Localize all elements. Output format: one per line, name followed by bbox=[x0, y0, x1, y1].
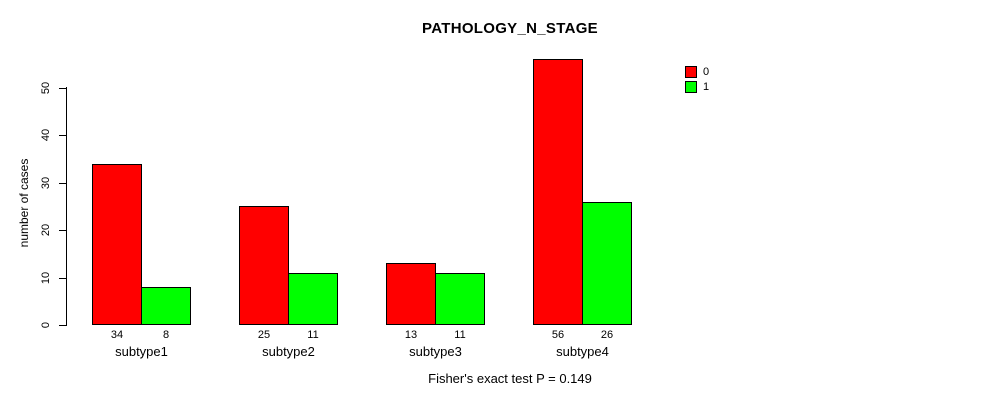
bar-subtype1-series-1 bbox=[141, 287, 191, 325]
y-axis-tick bbox=[59, 135, 66, 136]
bar-value-label: 11 bbox=[307, 329, 319, 341]
y-axis-tick bbox=[59, 325, 66, 326]
bar-value-label: 25 bbox=[257, 329, 271, 341]
bar-subtype2-series-0 bbox=[239, 206, 289, 325]
category-label: subtype1 bbox=[115, 344, 168, 359]
legend-item: 1 bbox=[685, 80, 709, 94]
legend-swatch-1 bbox=[685, 81, 697, 93]
y-tick-label: 30 bbox=[40, 176, 52, 189]
category-label: subtype2 bbox=[262, 344, 315, 359]
bar-value-label: 34 bbox=[110, 329, 124, 341]
y-axis-line bbox=[66, 87, 67, 326]
legend-label: 0 bbox=[703, 66, 710, 78]
y-axis-tick bbox=[59, 230, 66, 231]
category-label: subtype3 bbox=[409, 344, 462, 359]
bar-subtype2-series-1 bbox=[288, 272, 338, 325]
y-axis-tick bbox=[59, 87, 66, 89]
bar-subtype4-series-1 bbox=[582, 201, 632, 325]
category-label: subtype4 bbox=[556, 344, 609, 359]
bar-value-label: 26 bbox=[600, 329, 614, 341]
bar-subtype4-series-0 bbox=[533, 59, 583, 325]
bar-subtype3-series-0 bbox=[386, 263, 436, 325]
y-axis-tick bbox=[59, 182, 66, 184]
bar-value-label: 56 bbox=[551, 329, 565, 341]
bar-value-label: 11 bbox=[454, 329, 466, 341]
legend-swatch-0 bbox=[685, 66, 697, 78]
chart-title: PATHOLOGY_N_STAGE bbox=[422, 20, 598, 37]
bar-value-label: 13 bbox=[404, 329, 418, 341]
annotation-text: Fisher's exact test P = 0.149 bbox=[428, 371, 592, 386]
y-tick-label: 10 bbox=[40, 271, 52, 284]
y-axis-tick bbox=[59, 277, 66, 279]
y-tick-label: 20 bbox=[40, 223, 52, 237]
y-tick-label: 50 bbox=[40, 81, 52, 94]
legend-item: 0 bbox=[685, 65, 709, 79]
bar-subtype1-series-0 bbox=[92, 163, 142, 325]
y-tick-label: 40 bbox=[40, 128, 52, 142]
bar-subtype3-series-1 bbox=[435, 272, 485, 325]
y-tick-label: 0 bbox=[40, 321, 52, 329]
legend-label: 1 bbox=[703, 81, 710, 93]
bar-value-label: 8 bbox=[162, 329, 170, 341]
